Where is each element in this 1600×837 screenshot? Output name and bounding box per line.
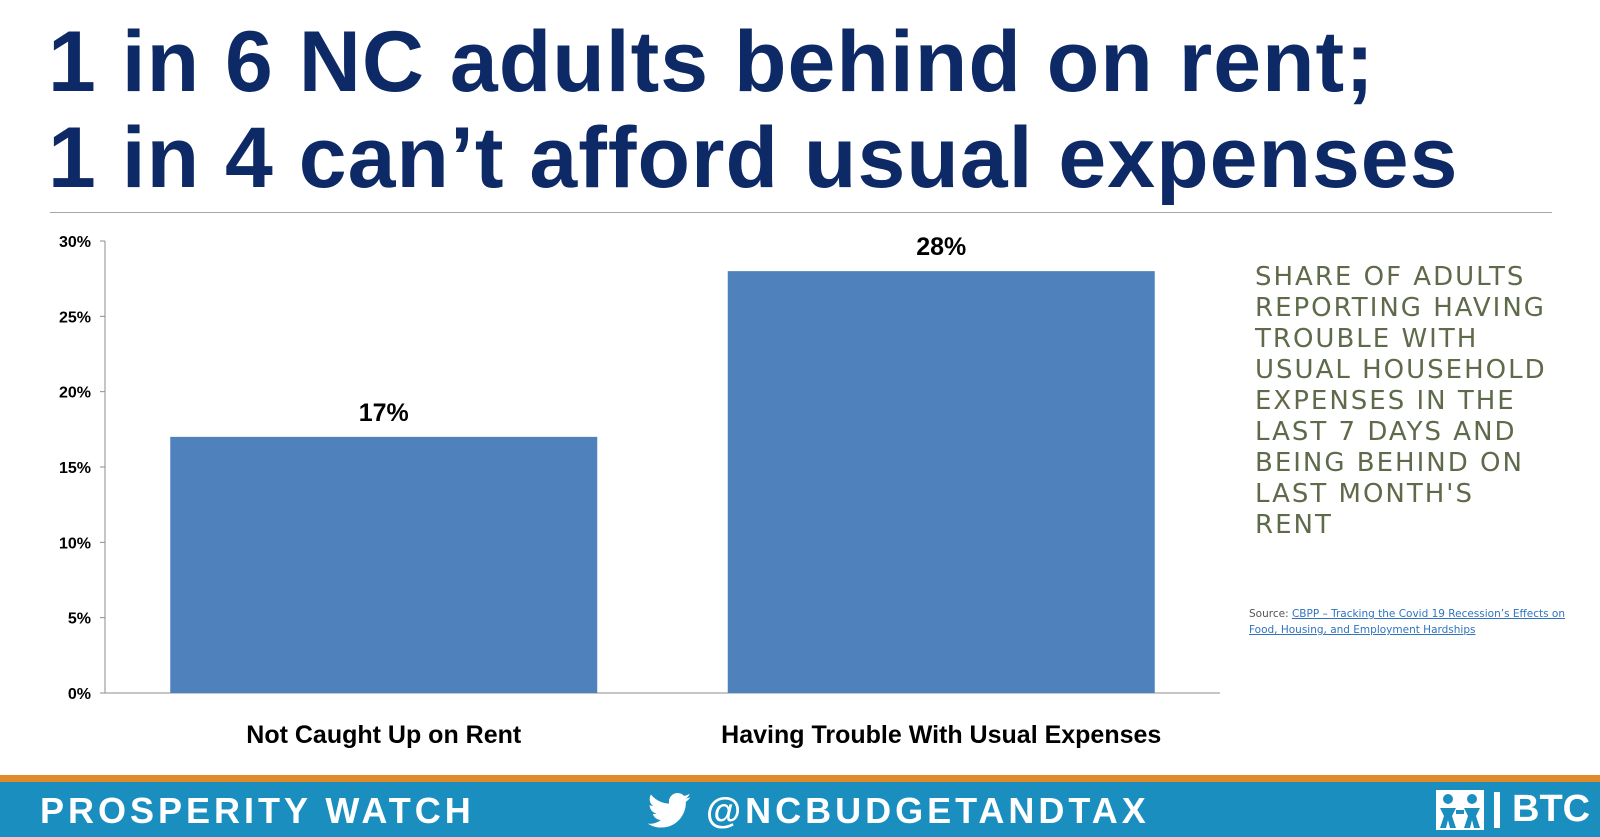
btc-logo: BTC <box>1436 788 1590 831</box>
y-tick-label: 25% <box>59 309 91 326</box>
y-tick-label: 5% <box>68 611 91 628</box>
bar <box>170 436 598 693</box>
source-link[interactable]: CBPP – Tracking the Covid 19 Recession’s… <box>1249 608 1565 636</box>
logo-divider <box>1494 791 1500 828</box>
btc-people-logo-icon <box>1436 789 1484 830</box>
bar-value-label: 17% <box>359 399 409 427</box>
chart-description: Share of adults reporting having trouble… <box>1255 262 1547 540</box>
y-tick-label: 30% <box>59 234 91 251</box>
title-divider <box>50 212 1552 213</box>
source-note: Source: CBPP – Tracking the Covid 19 Rec… <box>1249 606 1579 638</box>
source-label: Source: <box>1249 608 1292 620</box>
bar-value-label: 28% <box>916 233 966 261</box>
page-title: 1 in 6 NC adults behind on rent; 1 in 4 … <box>48 14 1548 206</box>
bar-chart: 0% 5% 10% 15% 20% 25% 30% 17% Not Caught Up on R… <box>59 233 1220 749</box>
y-tick-label: 20% <box>59 385 91 402</box>
y-tick-label: 0% <box>68 686 91 703</box>
footer-bar: PROSPERITY WATCH @NCBUDGETANDTAX BTC <box>0 782 1600 837</box>
footer-brand: PROSPERITY WATCH <box>40 790 475 831</box>
bar <box>727 271 1155 693</box>
twitter-bird-icon <box>648 793 691 828</box>
footer-accent-stripe <box>0 775 1600 782</box>
footer-social[interactable]: @NCBUDGETANDTAX <box>648 790 1150 832</box>
y-tick-label: 15% <box>59 460 91 477</box>
x-category-label: Not Caught Up on Rent <box>246 721 522 749</box>
title-line-1: 1 in 6 NC adults behind on rent; <box>48 14 1375 110</box>
x-category-label: Having Trouble With Usual Expenses <box>721 721 1161 749</box>
title-line-2: 1 in 4 can’t afford usual expenses <box>48 110 1459 206</box>
logo-text: BTC <box>1512 788 1591 830</box>
twitter-handle: @NCBUDGETANDTAX <box>706 790 1150 831</box>
y-tick-label: 10% <box>59 535 91 552</box>
